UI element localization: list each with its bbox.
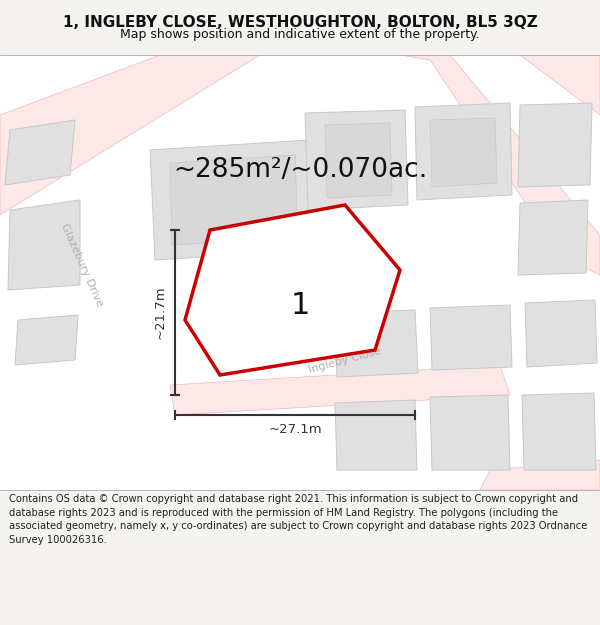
Polygon shape: [0, 55, 260, 215]
Polygon shape: [8, 200, 80, 290]
Polygon shape: [150, 140, 315, 260]
Text: ~21.7m: ~21.7m: [154, 286, 167, 339]
Polygon shape: [430, 395, 510, 470]
Polygon shape: [5, 120, 75, 185]
Polygon shape: [400, 55, 600, 275]
Text: ~285m²/~0.070ac.: ~285m²/~0.070ac.: [173, 157, 427, 183]
Polygon shape: [170, 365, 510, 415]
Polygon shape: [520, 55, 600, 115]
Polygon shape: [518, 103, 592, 187]
Text: Map shows position and indicative extent of the property.: Map shows position and indicative extent…: [120, 28, 480, 41]
Text: Ingleby Close: Ingleby Close: [308, 346, 382, 374]
Text: 1: 1: [290, 291, 310, 319]
Polygon shape: [525, 300, 597, 367]
Polygon shape: [335, 310, 418, 377]
Polygon shape: [305, 110, 408, 210]
Polygon shape: [170, 155, 298, 245]
Polygon shape: [480, 460, 600, 490]
Text: Glazebury Drive: Glazebury Drive: [59, 222, 105, 308]
Polygon shape: [185, 205, 400, 375]
Polygon shape: [518, 200, 588, 275]
Polygon shape: [325, 123, 392, 198]
Text: 1, INGLEBY CLOSE, WESTHOUGHTON, BOLTON, BL5 3QZ: 1, INGLEBY CLOSE, WESTHOUGHTON, BOLTON, …: [62, 16, 538, 31]
Text: ~27.1m: ~27.1m: [268, 423, 322, 436]
Polygon shape: [335, 400, 417, 470]
Polygon shape: [430, 118, 497, 187]
Polygon shape: [430, 305, 512, 370]
Polygon shape: [522, 393, 596, 470]
Text: Contains OS data © Crown copyright and database right 2021. This information is : Contains OS data © Crown copyright and d…: [9, 494, 587, 545]
Polygon shape: [415, 103, 512, 200]
Polygon shape: [15, 315, 78, 365]
Polygon shape: [0, 55, 600, 490]
